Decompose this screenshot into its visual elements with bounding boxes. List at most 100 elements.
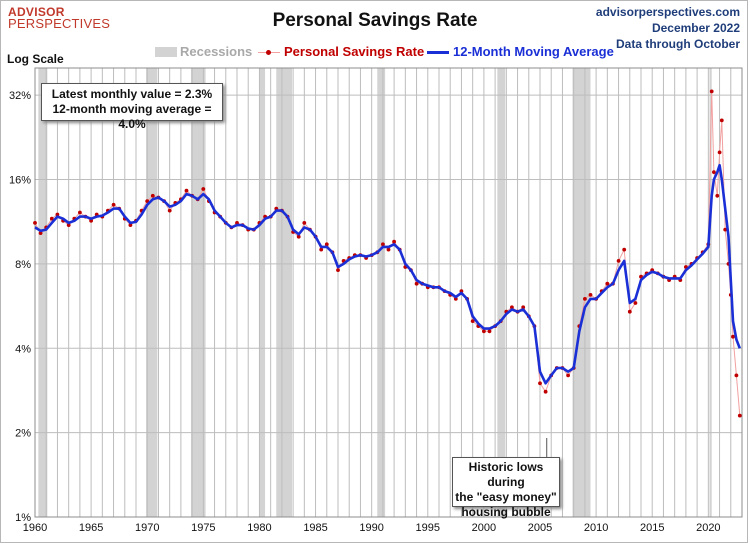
source-data-through: Data through October	[615, 37, 740, 51]
savings-rate-point	[66, 223, 71, 228]
savings-rate-point	[712, 170, 716, 175]
savings-rate-point	[622, 247, 627, 252]
savings-rate-point	[128, 223, 133, 228]
savings-rate-point	[453, 297, 458, 301]
savings-rate-point	[723, 227, 728, 232]
savings-rate-point	[616, 259, 621, 263]
x-tick-label: 1985	[303, 522, 327, 534]
legend-moving-average: 12-Month Moving Average	[453, 44, 614, 59]
recession-band-6	[497, 68, 506, 517]
savings-rate-point	[510, 305, 514, 310]
x-tick-label: 1980	[247, 522, 271, 534]
recession-band-1	[146, 68, 158, 517]
housing-bubble-annotation: Historic lows during the "easy money" ho…	[452, 457, 560, 519]
annotation-line2: the "easy money"	[455, 490, 557, 504]
savings-rate-point	[583, 297, 587, 301]
savings-rate-point	[459, 289, 464, 293]
chart-title: Personal Savings Rate	[272, 10, 478, 31]
x-tick-label: 2000	[472, 522, 496, 534]
savings-rate-point	[538, 381, 542, 386]
recession-band-7	[572, 68, 591, 517]
latest-value-infobox: Latest monthly value = 2.3% 12-month mov…	[41, 83, 223, 131]
savings-rate-point	[336, 268, 340, 272]
savings-rate-point	[414, 281, 419, 286]
savings-rate-point	[381, 242, 385, 247]
savings-rate-point	[717, 150, 722, 155]
latest-moving-average: 12-month moving average = 4.0%	[52, 102, 212, 131]
savings-rate-point	[482, 329, 486, 334]
savings-rate-point	[89, 218, 93, 223]
savings-rate-point	[605, 281, 610, 286]
recession-band-4	[276, 68, 292, 517]
savings-rate-point	[715, 193, 720, 198]
savings-rate-point	[633, 301, 638, 305]
savings-rate-point	[201, 187, 206, 191]
savings-rate-line	[34, 91, 741, 416]
savings-rate-point	[49, 216, 54, 221]
moving-average-line	[34, 163, 742, 385]
savings-rate-point	[566, 373, 570, 378]
savings-rate-point	[78, 210, 82, 215]
savings-rate-point	[737, 413, 742, 418]
x-tick-label: 2020	[696, 522, 720, 534]
savings-rate-point	[184, 188, 189, 193]
log-scale-label: Log Scale	[7, 52, 64, 66]
savings-rate-point	[731, 334, 735, 339]
savings-rate-point	[296, 234, 301, 239]
savings-rate-point	[734, 373, 739, 378]
savings-rate-point	[543, 389, 548, 394]
savings-rate-point	[627, 309, 632, 314]
advisor-perspectives-logo: ADVISOR PERSPECTIVES	[8, 6, 110, 30]
savings-rate-point	[588, 293, 593, 297]
x-tick-label: 2005	[528, 522, 552, 534]
savings-rate-point	[386, 247, 391, 252]
savings-rate-point	[719, 118, 724, 123]
savings-rate-point	[150, 193, 155, 198]
savings-rate-point	[319, 247, 324, 252]
savings-rate-point	[302, 221, 307, 225]
x-tick-label: 1990	[359, 522, 383, 534]
y-tick-label: 32%	[9, 90, 31, 102]
savings-rate-point	[470, 319, 475, 323]
moving-average-swatch	[427, 51, 449, 54]
logo-line1: ADVISOR	[8, 5, 65, 19]
latest-monthly-value: Latest monthly value = 2.3%	[51, 87, 213, 101]
savings-rate-swatch-dot	[266, 50, 271, 55]
savings-rate-point	[487, 329, 492, 334]
savings-rate-point	[521, 305, 526, 310]
annotation-line1: Historic lows during	[468, 460, 544, 489]
recession-band-8	[709, 68, 712, 517]
x-tick-label: 1970	[135, 522, 159, 534]
savings-rate-point	[111, 202, 116, 207]
y-tick-label: 8%	[15, 259, 31, 271]
savings-rate-point	[324, 242, 329, 247]
x-tick-label: 1965	[79, 522, 103, 534]
savings-rate-point	[55, 212, 60, 217]
source-date: December 2022	[651, 21, 740, 35]
x-tick-label: 2015	[640, 522, 664, 534]
savings-rate-point	[709, 89, 714, 94]
recession-swatch	[155, 47, 177, 57]
x-tick-label: 1995	[416, 522, 440, 534]
logo-line2: PERSPECTIVES	[8, 16, 111, 31]
plot-border	[34, 67, 743, 518]
source-website: advisorperspectives.com	[595, 5, 740, 19]
savings-rate-point	[38, 231, 43, 236]
recession-band-5	[377, 68, 386, 517]
annotation-line3: housing bubble	[461, 505, 551, 519]
y-tick-label: 16%	[9, 175, 31, 187]
legend-recessions: Recessions	[180, 44, 253, 59]
y-tick-label: 1%	[15, 512, 31, 524]
savings-rate-point	[33, 221, 37, 225]
source-block: advisorperspectives.com December 2022 Da…	[596, 4, 740, 52]
y-tick-label: 2%	[15, 428, 31, 440]
savings-rate-point	[392, 239, 396, 244]
legend-savings-rate: Personal Savings Rate	[284, 44, 425, 59]
x-tick-label: 2010	[584, 522, 608, 534]
recession-band-0	[38, 68, 48, 517]
x-tick-label: 1975	[191, 522, 215, 534]
savings-rate-point	[167, 208, 172, 213]
x-tick-label: 1960	[23, 522, 47, 534]
